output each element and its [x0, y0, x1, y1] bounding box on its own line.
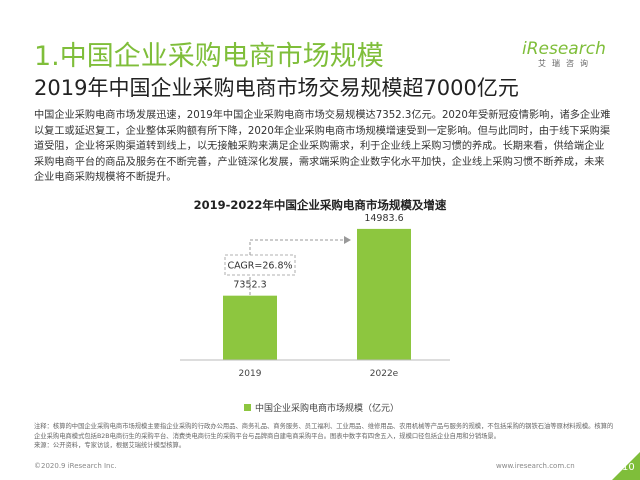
page-corner-decoration — [612, 452, 640, 480]
legend-swatch — [244, 404, 251, 411]
x-tick-label: 2019 — [239, 369, 262, 379]
section-title: 1.中国企业采购电商市场规模 — [34, 41, 384, 72]
bar-2019 — [223, 295, 277, 360]
bar-2022e — [357, 228, 411, 360]
notes-line: 注释：核算的中国企业采购电商市场规模主要指企业采购的行政办公用品、商务礼品、商务… — [34, 423, 614, 440]
logo-brand: iResearch — [522, 39, 606, 59]
page-number: 10 — [622, 462, 635, 473]
copyright-text: ©2020.9 iResearch Inc. — [34, 462, 117, 470]
bar-value-label: 14983.6 — [364, 213, 403, 224]
legend-label: 中国企业采购电商市场规模（亿元） — [255, 402, 399, 414]
cagr-label: CAGR=26.8% — [227, 261, 292, 272]
bar-value-label: 7352.3 — [233, 280, 266, 291]
cagr-box — [224, 254, 296, 276]
x-tick-label: 2022e — [370, 369, 399, 379]
source-line: 来源：公开资料，专家访谈，根据艾瑞统计模型核算。 — [34, 442, 186, 449]
chart-notes: 注释：核算的中国企业采购电商市场规模主要指企业采购的行政办公用品、商务礼品、商务… — [34, 422, 614, 451]
chart-title: 2019-2022年中国企业采购电商市场规模及增速 — [193, 198, 447, 212]
website-link[interactable]: www.iresearch.com.cn — [496, 462, 575, 470]
body-paragraph: 中国企业采购电商市场发展迅速，2019年中国企业采购电商市场交易规模达7352.… — [34, 110, 611, 183]
logo-brand-cn: 艾瑞咨询 — [538, 59, 594, 68]
cagr-arrow-line — [249, 239, 344, 295]
iresearch-logo: iResearch 艾瑞咨询 — [522, 40, 610, 74]
page-subtitle: 2019年中国企业采购电商市场交易规模超7000亿元 — [34, 76, 519, 100]
cagr-arrow-head — [344, 236, 351, 244]
